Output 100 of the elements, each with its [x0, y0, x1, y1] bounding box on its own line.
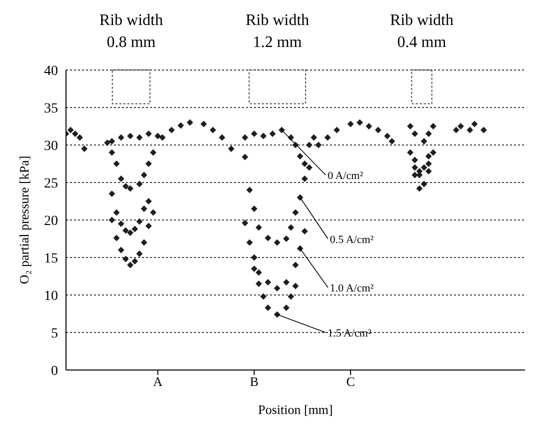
point	[480, 126, 487, 134]
point	[108, 138, 116, 144]
x-tick-label: A	[153, 374, 164, 390]
point	[250, 130, 258, 137]
point	[430, 149, 436, 156]
point	[466, 126, 474, 134]
point	[452, 126, 460, 134]
point	[260, 293, 267, 300]
point	[471, 120, 478, 128]
point	[347, 120, 354, 128]
point	[256, 280, 262, 287]
point	[425, 153, 432, 160]
point	[154, 132, 161, 140]
point	[132, 258, 138, 264]
point	[324, 134, 331, 141]
x-tick-label: B	[250, 374, 259, 390]
point	[108, 216, 116, 224]
point	[250, 254, 258, 261]
point	[260, 132, 267, 140]
point	[210, 126, 216, 134]
point	[292, 262, 299, 268]
point	[118, 246, 124, 254]
y-tick-label: 40	[44, 64, 58, 79]
text: Rib width 1.2 mm	[244, 11, 310, 53]
point	[458, 123, 464, 130]
x-tick-label: C	[346, 374, 355, 390]
y-tick-label: 5	[51, 326, 58, 342]
point	[246, 239, 253, 246]
point	[269, 130, 276, 137]
point	[366, 123, 372, 130]
point	[416, 185, 423, 192]
point	[145, 160, 152, 167]
point	[242, 220, 248, 226]
point	[104, 140, 111, 146]
point	[374, 126, 382, 134]
point	[145, 198, 152, 204]
point	[108, 149, 116, 156]
text: 0.5 A/cm²	[330, 234, 374, 246]
text: 1.5 A/cm²	[328, 328, 372, 340]
point	[136, 180, 143, 188]
point	[242, 134, 248, 141]
point	[388, 138, 396, 144]
point	[412, 172, 418, 178]
y-tick-label: 35	[44, 101, 58, 116]
point	[218, 134, 226, 141]
point	[296, 153, 304, 160]
point	[118, 220, 124, 227]
y-tick-label: 25	[44, 176, 58, 192]
point	[315, 142, 322, 148]
y-tick-label: 0	[51, 364, 58, 379]
point	[118, 134, 124, 141]
y-axis-title: O₂ partial pressure [kPa]	[16, 156, 32, 284]
point	[296, 194, 304, 201]
text: Rib width 0.4 mm	[388, 11, 454, 53]
point	[425, 168, 432, 174]
point	[145, 130, 152, 137]
point	[228, 146, 234, 152]
point	[246, 186, 253, 194]
series-label: 0 A/cm²	[328, 170, 364, 182]
point	[412, 156, 418, 164]
point	[140, 172, 148, 178]
text: Rib width 0.8 mm	[98, 11, 164, 53]
point	[412, 130, 418, 137]
y-tick-label: 20	[44, 214, 58, 229]
point	[264, 234, 272, 242]
point	[250, 206, 258, 212]
point	[136, 134, 143, 141]
point	[113, 234, 120, 242]
point	[425, 160, 432, 167]
text: 1.0 A/cm²	[330, 282, 374, 294]
point	[108, 190, 116, 197]
point	[288, 224, 294, 231]
point	[334, 126, 340, 134]
point	[122, 183, 129, 190]
point	[301, 228, 308, 234]
point	[288, 293, 294, 300]
point	[136, 250, 143, 257]
point	[407, 123, 414, 130]
point	[274, 285, 280, 292]
point	[140, 239, 148, 246]
point	[200, 120, 207, 128]
y-tick-label: 30	[44, 138, 58, 154]
point	[420, 180, 428, 188]
point	[81, 146, 88, 152]
point	[67, 126, 74, 134]
point	[420, 164, 428, 171]
point	[292, 282, 299, 290]
point	[72, 130, 78, 137]
point	[301, 176, 308, 182]
point	[136, 218, 143, 225]
point	[122, 256, 129, 262]
point	[274, 239, 280, 246]
point	[132, 226, 138, 232]
x-axis-title: Position [mm]	[258, 402, 333, 417]
point	[283, 279, 290, 286]
point	[118, 176, 124, 182]
point	[127, 230, 134, 236]
point	[425, 130, 432, 137]
point	[430, 123, 436, 130]
point	[283, 236, 290, 242]
